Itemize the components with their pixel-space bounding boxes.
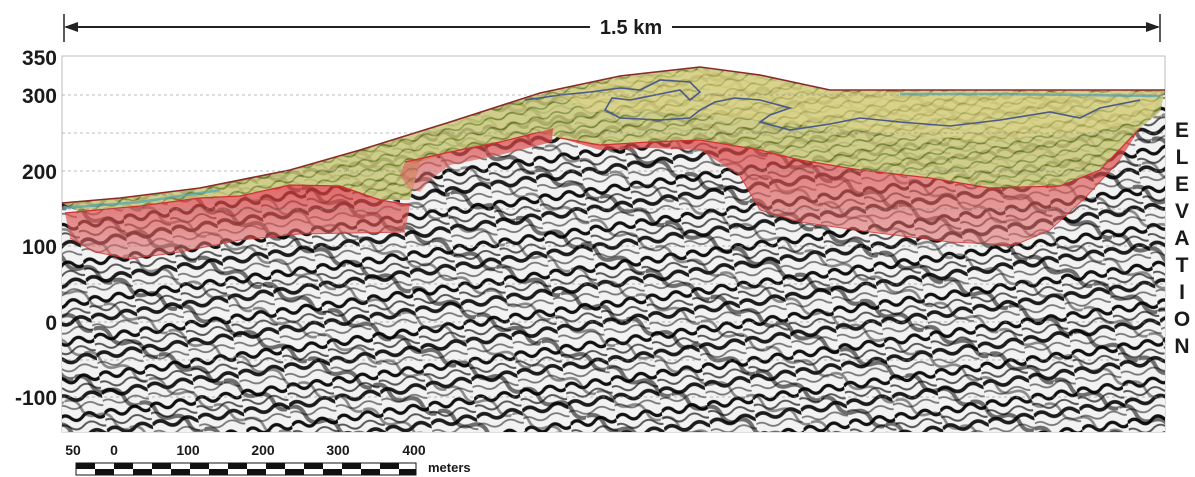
elevation-letter: E xyxy=(1174,173,1189,196)
span-arrow xyxy=(63,14,1161,42)
elevation-tick-350: 350 xyxy=(22,47,57,70)
elevation-letter: A xyxy=(1174,227,1190,250)
scale-label-50: 50 xyxy=(65,442,81,458)
red-base-line xyxy=(69,159,1121,260)
elevation-letter: V xyxy=(1174,200,1189,223)
elevation-tick-0: 0 xyxy=(45,312,57,335)
elevation-letter: O xyxy=(1173,308,1191,331)
green-unit xyxy=(62,67,1165,212)
elevation-letter: L xyxy=(1175,146,1189,169)
elevation-letter: T xyxy=(1175,254,1189,277)
scale-bar xyxy=(75,462,417,476)
elevation-letter: I xyxy=(1179,281,1185,304)
red-boundary-line xyxy=(64,127,1141,214)
scale-label-100: 100 xyxy=(176,442,200,458)
elevation-letter: N xyxy=(1174,335,1190,358)
surface-profile-line xyxy=(61,66,1165,204)
scale-label-0: 0 xyxy=(110,442,118,458)
scale-label-200: 200 xyxy=(251,442,275,458)
elevation-tick-minus100: -100 xyxy=(15,387,57,410)
blue-contour-line xyxy=(524,79,1141,131)
red-unit-east xyxy=(560,128,1140,245)
scale-unit-label: meters xyxy=(428,460,471,475)
elevation-tick-200: 200 xyxy=(22,161,57,184)
span-label: 1.5 km xyxy=(600,17,662,39)
red-unit-central xyxy=(400,128,553,192)
elevation-gridlines xyxy=(62,94,1165,398)
scale-label-400: 400 xyxy=(402,442,426,458)
elevation-tick-300: 300 xyxy=(22,85,57,108)
scale-label-300: 300 xyxy=(326,442,350,458)
elevation-letter: E xyxy=(1174,119,1189,142)
yellow-highlight xyxy=(560,70,1160,140)
elevation-tick-100: 100 xyxy=(22,236,57,259)
red-unit-west xyxy=(65,185,410,259)
